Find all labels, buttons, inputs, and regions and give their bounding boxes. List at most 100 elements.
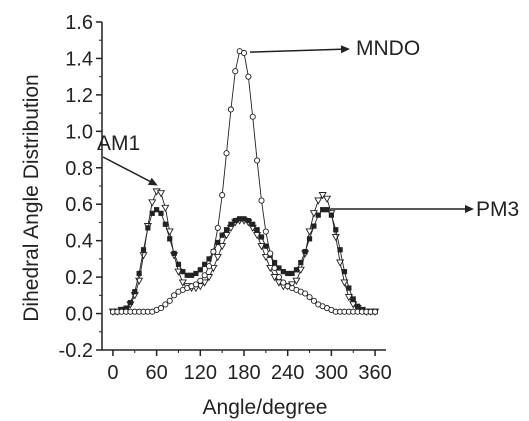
- annotation-am1-arrow: [102, 156, 151, 182]
- series-pm3-point: [302, 249, 308, 255]
- series-pm3-point: [167, 236, 173, 242]
- series-pm3-point: [193, 270, 199, 277]
- series-pm3-point: [285, 270, 291, 277]
- series-pm3-point: [289, 270, 295, 277]
- y-tick-label: 0.4: [65, 231, 93, 253]
- y-tick-label: 1.4: [65, 48, 93, 70]
- x-tick-label: 300: [315, 362, 348, 384]
- series-pm3-point: [215, 239, 221, 246]
- annotation-pm3: PM3: [330, 198, 519, 221]
- series-pm3-point: [140, 247, 147, 253]
- series-pm3-point: [355, 303, 361, 309]
- series-pm3-point: [306, 236, 313, 242]
- series-am1-point: [340, 279, 349, 287]
- series-am1-point: [287, 281, 297, 289]
- series-mndo-point: [157, 305, 165, 312]
- series-mndo-point: [245, 73, 252, 80]
- annotation-mndo-arrow: [249, 48, 342, 53]
- series-pm3-point: [132, 289, 138, 295]
- x-tick-label: 180: [227, 362, 260, 384]
- series-am1-point: [292, 277, 301, 285]
- annotation-mndo-arrowhead: [340, 45, 350, 54]
- series-mndo-point: [267, 250, 274, 257]
- x-axis-title: Angle/degree: [203, 396, 328, 419]
- series-pm3-point: [123, 305, 129, 311]
- series-am1-point: [349, 301, 358, 309]
- series-pm3-point: [188, 272, 195, 278]
- series-pm3-point: [175, 261, 182, 267]
- series-mndo-point: [201, 272, 208, 279]
- series-mndo-point: [262, 228, 269, 235]
- series-am1-point: [174, 268, 183, 276]
- series-mndo-point: [197, 277, 204, 284]
- series-pm3-point: [232, 218, 238, 224]
- series-am1-point: [314, 197, 323, 205]
- series-pm3-point: [324, 207, 330, 213]
- x-tick-label: 360: [358, 362, 391, 384]
- series-pm3-line: [112, 209, 376, 313]
- series-pm3-point: [136, 270, 142, 277]
- annotation-am1: AM1: [97, 132, 158, 186]
- y-tick-label: 0.6: [65, 194, 93, 216]
- series-pm3-point: [271, 259, 278, 266]
- series-mndo-point: [240, 49, 248, 57]
- series-pm3-point: [298, 259, 304, 266]
- series-pm3-point: [276, 265, 282, 271]
- series-pm3-point: [346, 285, 352, 291]
- series-am1-point: [305, 228, 314, 236]
- series-pm3-point: [237, 216, 243, 222]
- series-am1-point: [148, 199, 157, 207]
- annotation-mndo: MNDO: [249, 37, 420, 60]
- series-am1-point: [261, 254, 270, 262]
- series-pm3-point: [350, 296, 356, 302]
- series-mndo-point: [310, 297, 317, 304]
- y-tick-label: 1.0: [65, 121, 93, 143]
- series-mndo-point: [219, 192, 226, 199]
- series-am1-point: [222, 232, 231, 240]
- series-pm3-point: [280, 269, 286, 275]
- series-pm3-point: [250, 221, 256, 227]
- series-pm3-point: [154, 207, 160, 213]
- series-pm3-point: [241, 216, 247, 222]
- series-pm3-point: [197, 267, 203, 273]
- series-mndo-point: [166, 297, 173, 304]
- series-mndo-point: [249, 113, 256, 120]
- annotation-mndo-label: MNDO: [356, 37, 420, 60]
- series-am1-point: [213, 254, 222, 262]
- series-am1-point: [296, 266, 305, 274]
- series-mndo-point: [227, 106, 234, 113]
- series-mndo-point: [232, 68, 239, 75]
- series-mndo-point: [280, 279, 287, 286]
- series-pm3-point: [341, 269, 348, 275]
- series-pm3-point: [315, 212, 321, 218]
- series-am1-point: [309, 210, 318, 218]
- series-am1-point: [336, 259, 345, 267]
- series-mndo-point: [210, 248, 217, 255]
- x-tick-label: 240: [271, 362, 304, 384]
- series-pm3-point: [311, 223, 317, 229]
- y-tick-label: 0.0: [65, 304, 93, 326]
- series-am1-point: [257, 243, 266, 251]
- series-pm3-point: [162, 221, 168, 227]
- series-mndo-point: [302, 290, 309, 297]
- x-tick-label: 60: [145, 362, 167, 384]
- series-am1-point: [139, 252, 148, 260]
- series-pm3-point: [337, 247, 343, 253]
- series-mndo-point: [162, 301, 169, 308]
- series-pm3-point: [293, 267, 300, 273]
- series-layer: [108, 48, 380, 316]
- series-pm3-point: [328, 212, 334, 218]
- series-mndo-point: [254, 157, 261, 164]
- axes: 0 60 120 180 240 300 360 -0.2 0.0 0.2 0.4 0.6 0.8 1.0…: [59, 12, 392, 384]
- series-pm3-point: [145, 225, 151, 231]
- series-am1-point: [253, 232, 262, 240]
- series-pm3-point: [171, 250, 177, 257]
- annotations: MNDO AM1 PM3: [97, 37, 519, 221]
- annotation-pm3-label: PM3: [476, 198, 519, 221]
- series-am1-point: [322, 195, 332, 203]
- y-tick-label: 1.2: [65, 85, 93, 107]
- series-pm3-point: [333, 227, 339, 233]
- series-pm3-point: [223, 227, 230, 233]
- series-pm3-point: [320, 207, 326, 213]
- series-mndo-point: [205, 263, 213, 270]
